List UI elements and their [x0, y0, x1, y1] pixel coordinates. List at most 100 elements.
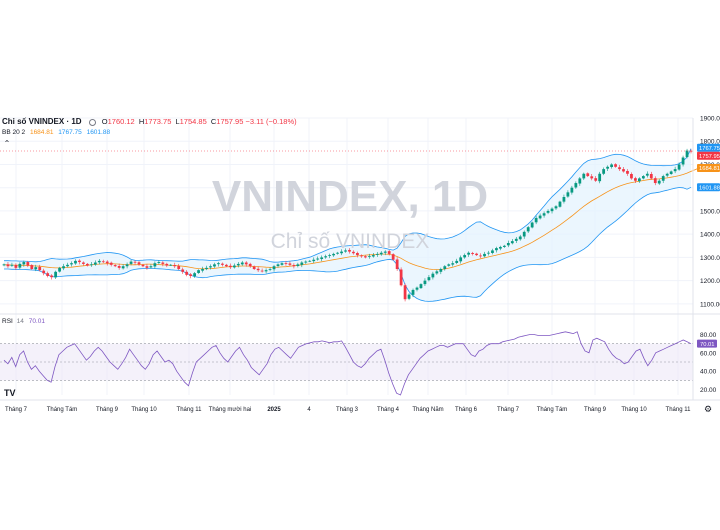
candle — [272, 266, 276, 270]
candle — [379, 252, 383, 255]
chevron-up-icon[interactable]: ⌃ — [3, 139, 11, 148]
symbol-title[interactable]: Chỉ số VNINDEX · 1D — [2, 117, 82, 126]
time-tick-label: Tháng 11 — [666, 407, 692, 413]
price-tick-label: 1800.00 — [700, 139, 720, 146]
time-tick-label: 2025 — [267, 407, 281, 413]
candle — [411, 289, 415, 295]
candle — [38, 266, 42, 271]
rsi-tick-label: 60.00 — [700, 350, 717, 357]
bb-legend[interactable]: BB 20 2 1684.81 1767.75 1601.88 — [2, 129, 110, 136]
candle — [423, 280, 427, 285]
time-tick-label: Tháng 9 — [96, 407, 119, 413]
candle — [244, 262, 248, 265]
candle — [471, 252, 474, 254]
tradingview-logo[interactable]: TV — [4, 388, 16, 398]
candle — [74, 260, 77, 264]
candle — [121, 266, 125, 269]
time-tick-label: Tháng 7 — [5, 407, 28, 413]
candle — [217, 263, 220, 265]
candle — [26, 262, 30, 266]
bb-lower-line — [4, 186, 692, 302]
candle — [197, 270, 200, 273]
candle — [236, 263, 240, 266]
candle — [14, 265, 18, 268]
candle — [85, 263, 89, 266]
candle — [375, 253, 379, 255]
candle — [288, 263, 292, 265]
candle — [554, 206, 558, 209]
price-label-text: 1757.95 — [699, 154, 720, 160]
candle — [614, 164, 617, 167]
candle — [344, 250, 347, 252]
rsi-params: 14 — [16, 318, 24, 325]
rsi-pane — [0, 331, 693, 396]
candle — [161, 262, 165, 264]
candle — [598, 173, 602, 182]
candle — [260, 270, 264, 272]
candle — [153, 263, 157, 267]
candle — [407, 294, 411, 299]
bb-basis-value: 1684.81 — [29, 129, 54, 136]
candle — [165, 263, 169, 266]
candle — [97, 260, 101, 263]
candle — [467, 252, 471, 255]
rsi-legend[interactable]: RSI 14 70.01 — [2, 318, 45, 325]
candle — [34, 267, 38, 270]
candle — [395, 259, 399, 270]
rsi-name: RSI — [2, 318, 13, 325]
candle — [177, 265, 181, 270]
candle — [360, 255, 363, 257]
candle — [109, 262, 113, 265]
candle — [6, 264, 10, 267]
candle — [661, 176, 665, 181]
candle — [324, 256, 328, 258]
candle — [606, 166, 610, 169]
time-tick-label: Tháng 11 — [177, 407, 203, 413]
candle — [348, 249, 351, 252]
time-tick-label: Tháng 4 — [377, 407, 400, 413]
rsi-tick-label: 80.00 — [700, 332, 717, 339]
price-label-badge — [697, 163, 720, 172]
time-tick-label: Tháng 10 — [621, 407, 647, 413]
rsi-line — [3, 331, 692, 396]
candle — [18, 263, 22, 268]
candle — [626, 170, 629, 174]
candle — [46, 273, 50, 276]
gear-icon[interactable]: ⚙ — [703, 404, 713, 414]
candle — [574, 183, 578, 188]
candle — [622, 169, 625, 172]
candle — [10, 264, 14, 266]
candle — [681, 157, 685, 165]
candle — [443, 266, 447, 270]
candle — [463, 255, 467, 258]
candle — [89, 264, 93, 266]
price-label-badge — [697, 183, 720, 192]
candle — [149, 266, 153, 268]
candle — [296, 264, 300, 266]
candle — [371, 255, 375, 257]
bb-upper-value: 1767.75 — [58, 129, 82, 136]
candle — [276, 264, 280, 266]
candle — [637, 178, 641, 182]
candle — [169, 264, 173, 266]
time-tick-label: Tháng 10 — [131, 407, 157, 413]
candle — [157, 262, 161, 263]
price-label-text: 1601.88 — [699, 185, 720, 191]
candle — [101, 261, 105, 263]
candle — [256, 268, 260, 271]
candle — [221, 263, 224, 265]
ohlc-legend: Chỉ số VNINDEX · 1D O1760.12 H1773.75 L1… — [2, 117, 297, 126]
candle — [602, 169, 606, 174]
candle — [530, 222, 534, 228]
candle — [304, 261, 308, 263]
candle — [566, 192, 570, 197]
candle — [133, 261, 137, 263]
rsi-tick-label: 20.00 — [700, 387, 717, 394]
bollinger-bands — [4, 148, 700, 302]
candle — [518, 236, 522, 240]
candle — [129, 261, 133, 264]
candle — [483, 253, 486, 257]
candle — [653, 178, 657, 184]
price-label-text: 1684.81 — [699, 166, 720, 172]
